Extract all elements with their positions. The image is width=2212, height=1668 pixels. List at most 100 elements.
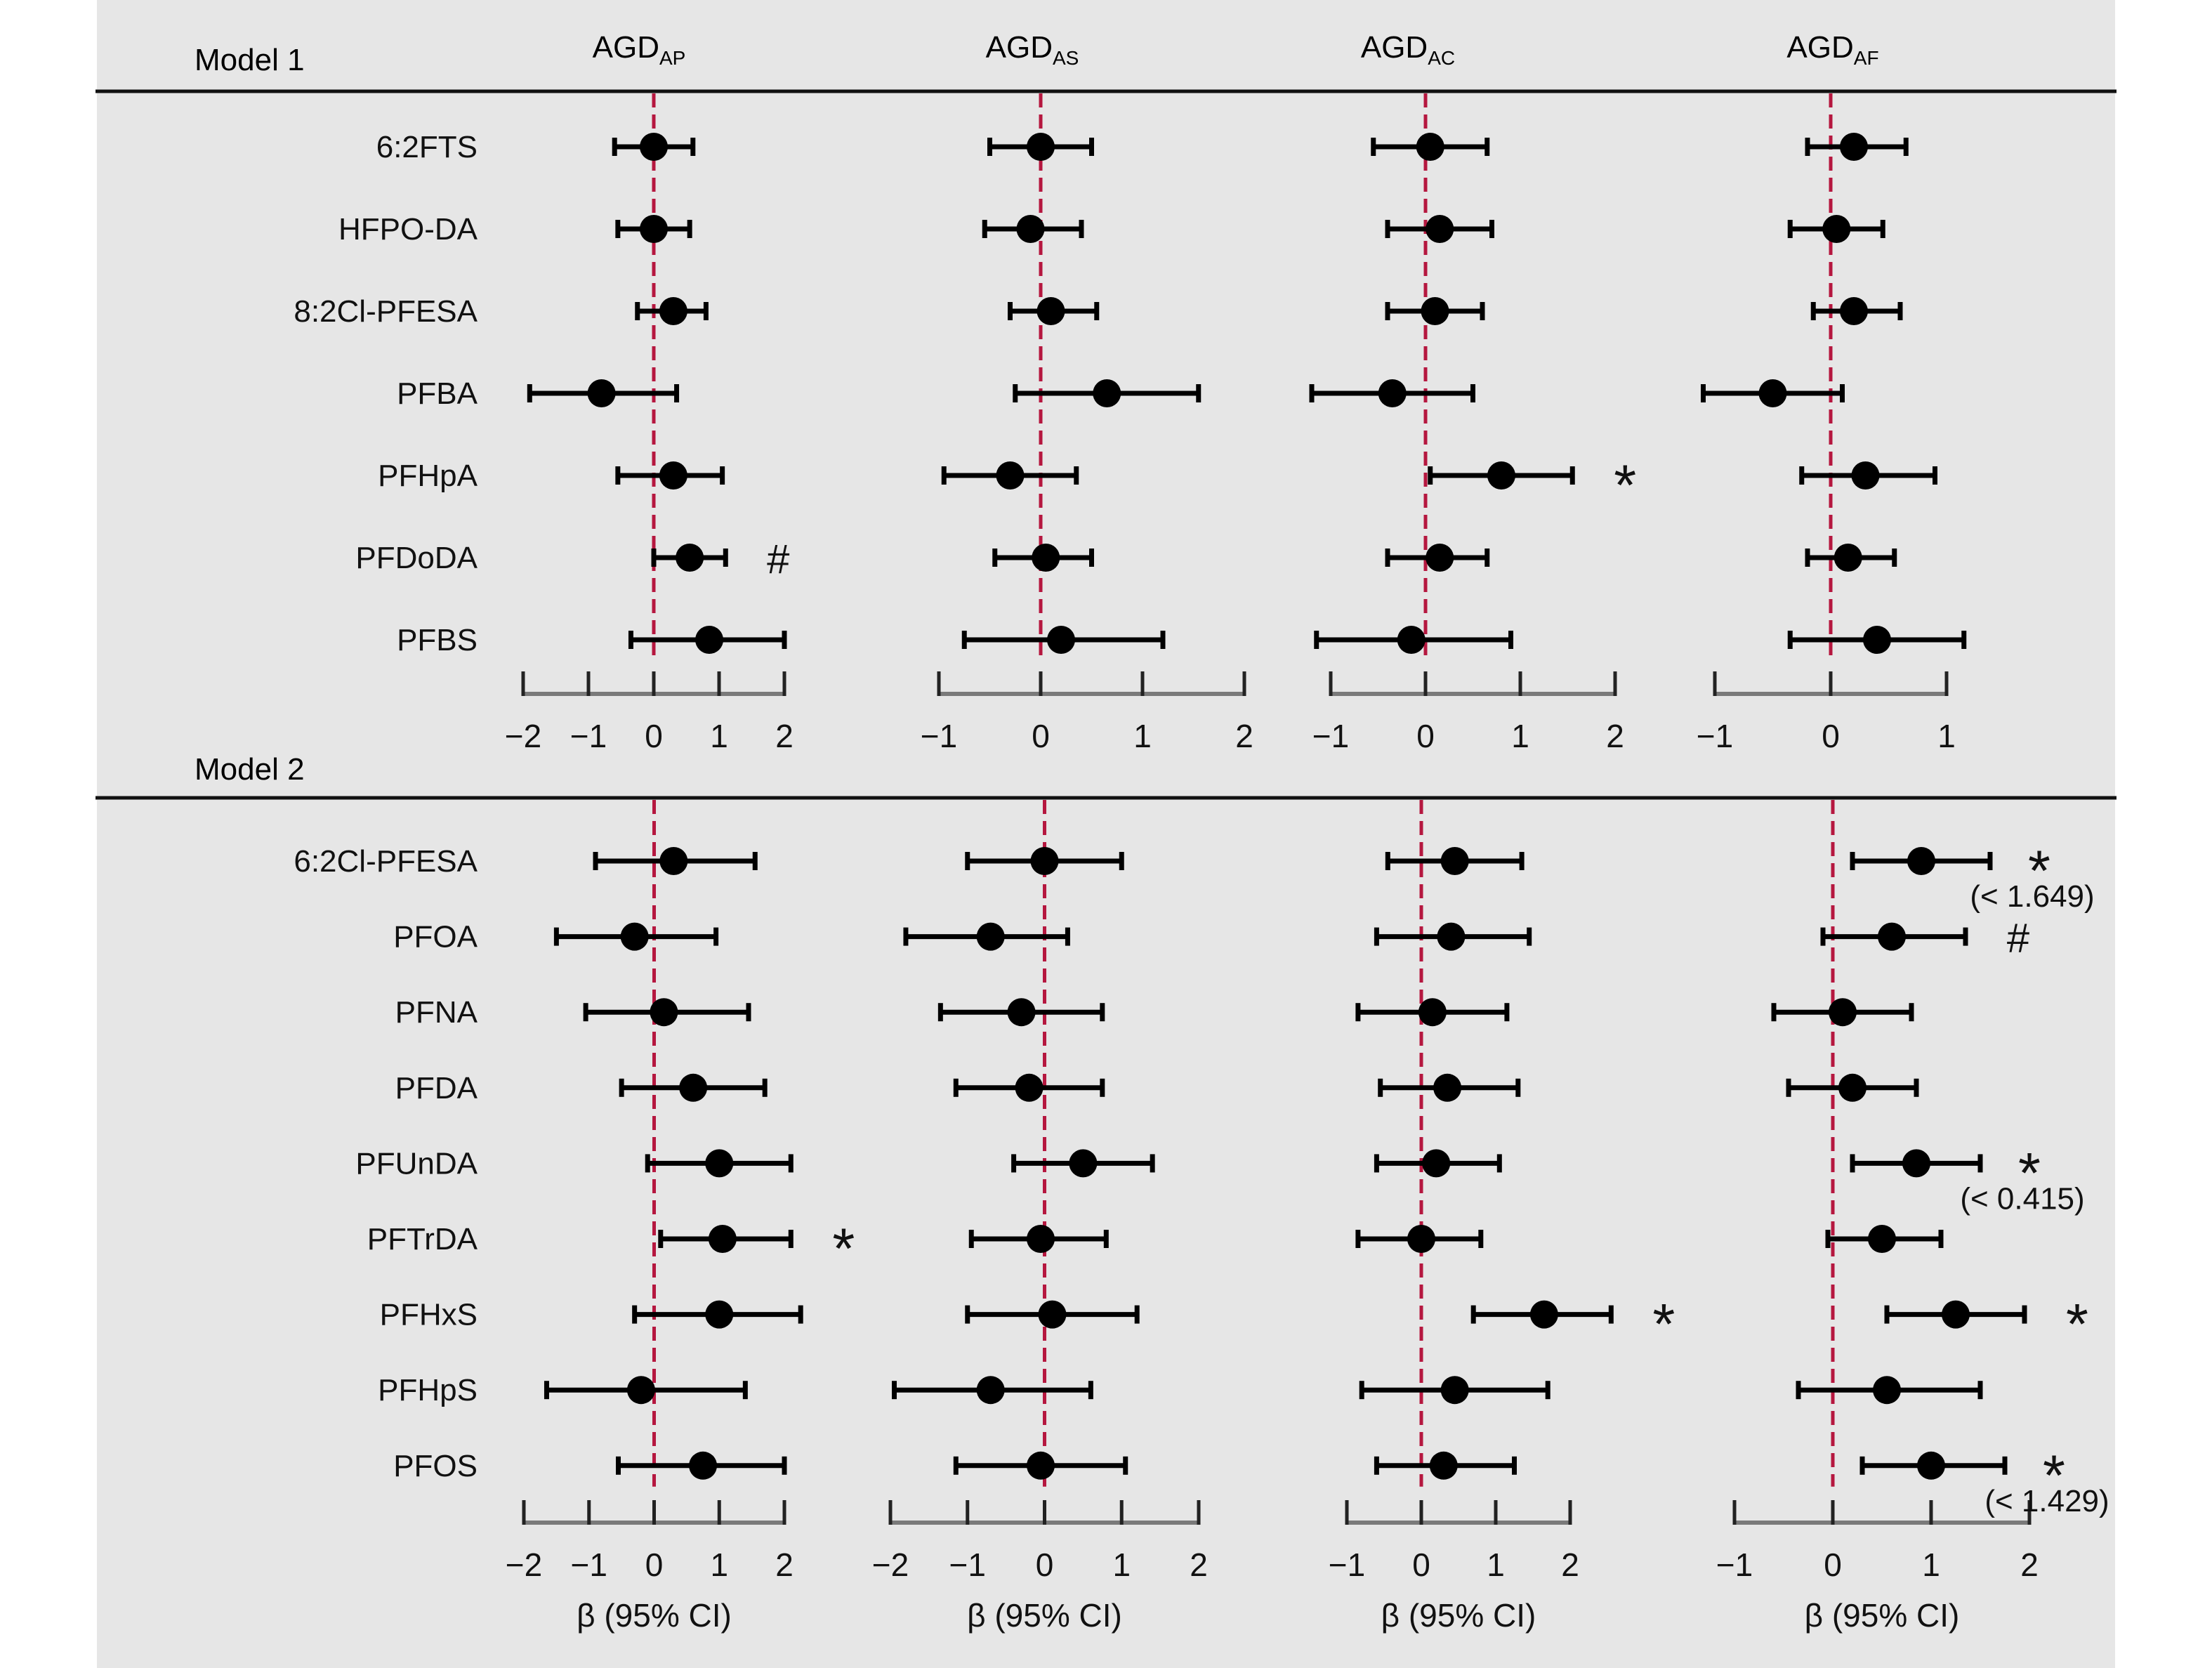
point-estimate <box>976 922 1005 951</box>
point-estimate <box>1032 544 1060 572</box>
row-label: HFPO-DA <box>338 212 478 247</box>
significance-hash: # <box>2007 916 2029 961</box>
estimate-row <box>1428 461 1575 490</box>
row-label: PFHxS <box>380 1298 478 1332</box>
estimate-row <box>1008 297 1100 325</box>
estimate-row <box>635 297 709 325</box>
x-tick-label: 0 <box>1036 1546 1054 1583</box>
x-axis: −1 0 1 2 <box>921 671 1253 754</box>
x-axis: −2 −1 0 1 2 <box>505 671 794 754</box>
point-estimate <box>640 133 668 161</box>
estimate-row <box>1355 1225 1484 1253</box>
estimate-row <box>1374 1149 1502 1178</box>
estimate-row <box>982 215 1084 243</box>
point-estimate <box>659 461 687 490</box>
significance-asterisk: * <box>1614 454 1636 518</box>
estimate-row <box>583 998 751 1027</box>
estimate-row <box>1771 998 1914 1027</box>
point-estimate <box>1840 297 1868 325</box>
estimate-row <box>645 1149 794 1178</box>
estimate-row <box>1786 1073 1919 1102</box>
x-axis-label: β (95% CI) <box>1381 1597 1536 1634</box>
point-estimate <box>1829 998 1857 1027</box>
point-estimate <box>1907 847 1935 875</box>
estimate-row <box>593 847 758 875</box>
x-tick-label: −2 <box>872 1546 909 1583</box>
point-estimate <box>1036 297 1065 325</box>
x-tick-label: 0 <box>645 718 663 754</box>
significance-asterisk: * <box>832 1217 855 1281</box>
point-estimate <box>705 1149 734 1178</box>
point-estimate <box>679 1073 708 1102</box>
point-estimate <box>676 544 704 572</box>
column-header-subscript: AF <box>1854 47 1879 69</box>
point-estimate <box>1437 922 1466 951</box>
significance-note: (< 1.429) <box>1984 1484 2109 1518</box>
panel-2: Model 2 6:2Cl-PFESA PFOA PFNA PFDA PFUnDA PFTr… <box>195 752 2109 1634</box>
estimate-row <box>937 998 1105 1027</box>
point-estimate <box>1027 133 1055 161</box>
x-tick-label: 2 <box>775 718 794 754</box>
column-header-subscript: AP <box>659 47 685 69</box>
x-axis: −1 0 1 2 <box>1312 671 1624 754</box>
row-label: PFUnDA <box>355 1146 478 1181</box>
significance-asterisk: * <box>2043 1444 2065 1508</box>
x-tick-label: 2 <box>2020 1546 2039 1583</box>
point-estimate <box>705 1300 734 1329</box>
estimate-row <box>965 847 1124 875</box>
estimate-row <box>903 922 1070 951</box>
point-estimate <box>1942 1300 1970 1329</box>
point-estimate <box>1433 1073 1462 1102</box>
x-axis: −2 −1 0 1 2 β (95% CI) <box>506 1500 794 1634</box>
forest-column-af: −1 0 1 <box>1697 93 1967 754</box>
x-tick-label: 0 <box>1032 718 1050 754</box>
point-estimate <box>708 1225 737 1253</box>
x-axis: −1 0 1 <box>1697 671 1956 754</box>
estimate-row <box>544 1376 748 1405</box>
estimate-row <box>1374 1451 1517 1480</box>
estimate-row <box>1385 544 1490 572</box>
column-header-subscript: AS <box>1053 47 1079 69</box>
estimate-row <box>1787 215 1885 243</box>
point-estimate <box>1902 1149 1930 1178</box>
point-estimate <box>1878 922 1906 951</box>
point-estimate <box>1822 215 1851 243</box>
x-tick-label: 1 <box>1112 1546 1131 1583</box>
forest-column-as: −1 0 1 2 <box>921 93 1253 754</box>
row-label: PFBA <box>397 376 478 411</box>
x-tick-label: 1 <box>710 718 728 754</box>
point-estimate <box>1529 1300 1558 1329</box>
x-axis-label: β (95% CI) <box>577 1597 732 1634</box>
significance-asterisk: * <box>2028 839 2050 903</box>
point-estimate <box>640 215 668 243</box>
estimate-row <box>1884 1300 2027 1329</box>
panel-title: Model 1 <box>195 43 305 77</box>
x-tick-label: −1 <box>1329 1546 1365 1583</box>
point-estimate <box>1038 1300 1067 1329</box>
estimate-row <box>1701 379 1845 407</box>
x-tick-label: −1 <box>570 718 607 754</box>
x-tick-label: 1 <box>1511 718 1529 754</box>
estimate-row <box>1820 922 1968 951</box>
panel-1: Model 1 6:2FTS HFPO-DA 8:2Cl-PFESA PFBA PFHpA… <box>195 43 1967 754</box>
figure-background <box>97 0 2115 1668</box>
estimate-row <box>619 1073 768 1102</box>
significance-asterisk: * <box>1652 1293 1675 1357</box>
point-estimate <box>1416 133 1444 161</box>
estimate-row <box>651 544 728 572</box>
x-axis: −1 0 1 2 β (95% CI) <box>1716 1500 2039 1634</box>
point-estimate <box>1421 297 1449 325</box>
estimate-row <box>891 1376 1093 1405</box>
significance-asterisk: * <box>2066 1293 2088 1357</box>
row-label: PFHpA <box>378 459 478 493</box>
point-estimate <box>1868 1225 1896 1253</box>
point-estimate <box>1027 1225 1055 1253</box>
estimate-row <box>1371 133 1490 161</box>
x-tick-label: −1 <box>949 1546 986 1583</box>
estimate-row <box>965 1300 1140 1329</box>
row-label: PFHpS <box>378 1373 478 1407</box>
x-tick-label: 1 <box>1922 1546 1940 1583</box>
estimate-row <box>1805 133 1909 161</box>
point-estimate <box>1030 847 1059 875</box>
estimate-row <box>632 1300 803 1329</box>
